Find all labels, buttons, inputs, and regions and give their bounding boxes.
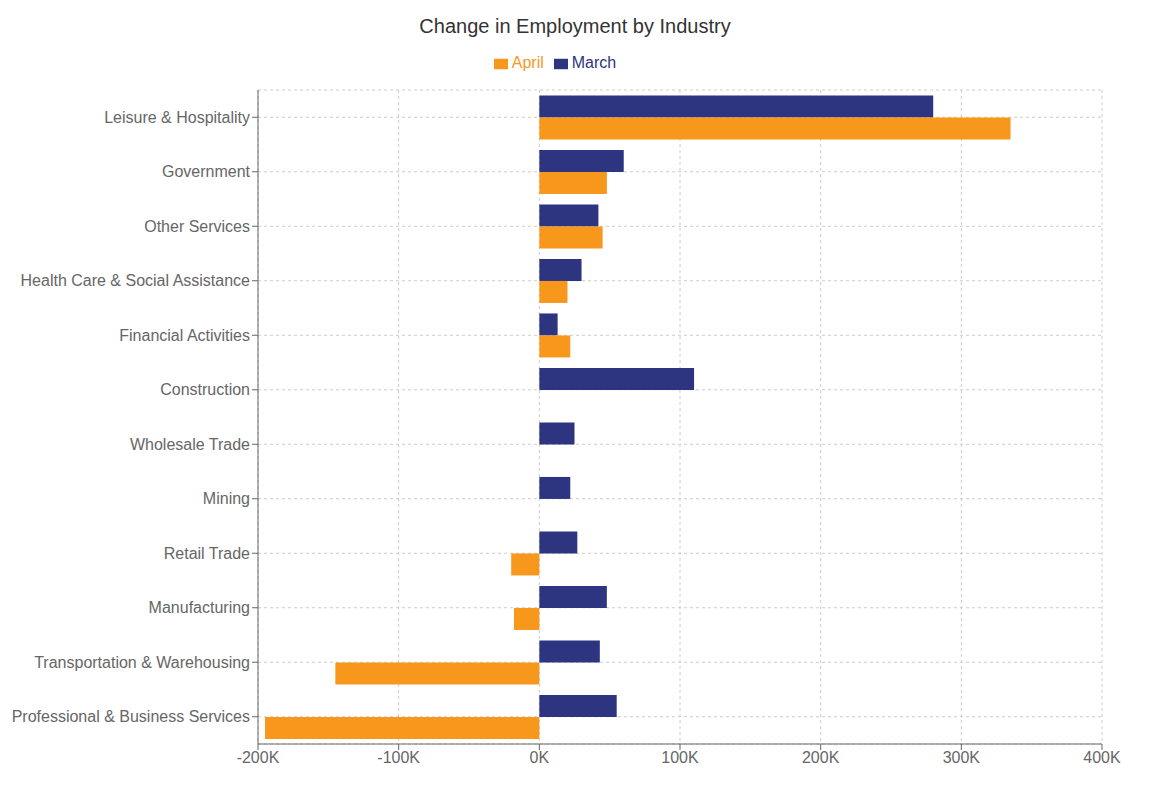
svg-text:Health Care & Social Assistanc: Health Care & Social Assistance <box>21 272 251 289</box>
svg-text:200K: 200K <box>802 749 840 766</box>
svg-text:Manufacturing: Manufacturing <box>149 599 250 616</box>
svg-text:Retail Trade: Retail Trade <box>164 545 250 562</box>
html-text:Change in Employment by Indust: Change in Employment by Industry <box>419 15 731 37</box>
svg-text:-200K: -200K <box>237 749 280 766</box>
html-text:April: April <box>511 54 544 71</box>
svg-text:Transportation & Warehousing: Transportation & Warehousing <box>34 654 250 671</box>
svg-text:Financial Activities: Financial Activities <box>119 327 250 344</box>
svg-text:Other Services: Other Services <box>144 218 250 235</box>
svg-text:400K: 400K <box>1083 749 1121 766</box>
svg-text:Wholesale Trade: Wholesale Trade <box>130 436 250 453</box>
svg-text:300K: 300K <box>943 749 981 766</box>
svg-text:Construction: Construction <box>160 381 250 398</box>
html-text:March: March <box>571 54 617 71</box>
svg-text:Government: Government <box>162 163 251 180</box>
svg-text:0K: 0K <box>530 749 550 766</box>
svg-text:100K: 100K <box>661 749 699 766</box>
svg-text:Mining: Mining <box>203 490 250 507</box>
svg-text:-100K: -100K <box>377 749 420 766</box>
svg-text:Professional & Business Servic: Professional & Business Services <box>12 708 250 725</box>
svg-text:Leisure & Hospitality: Leisure & Hospitality <box>104 109 250 126</box>
